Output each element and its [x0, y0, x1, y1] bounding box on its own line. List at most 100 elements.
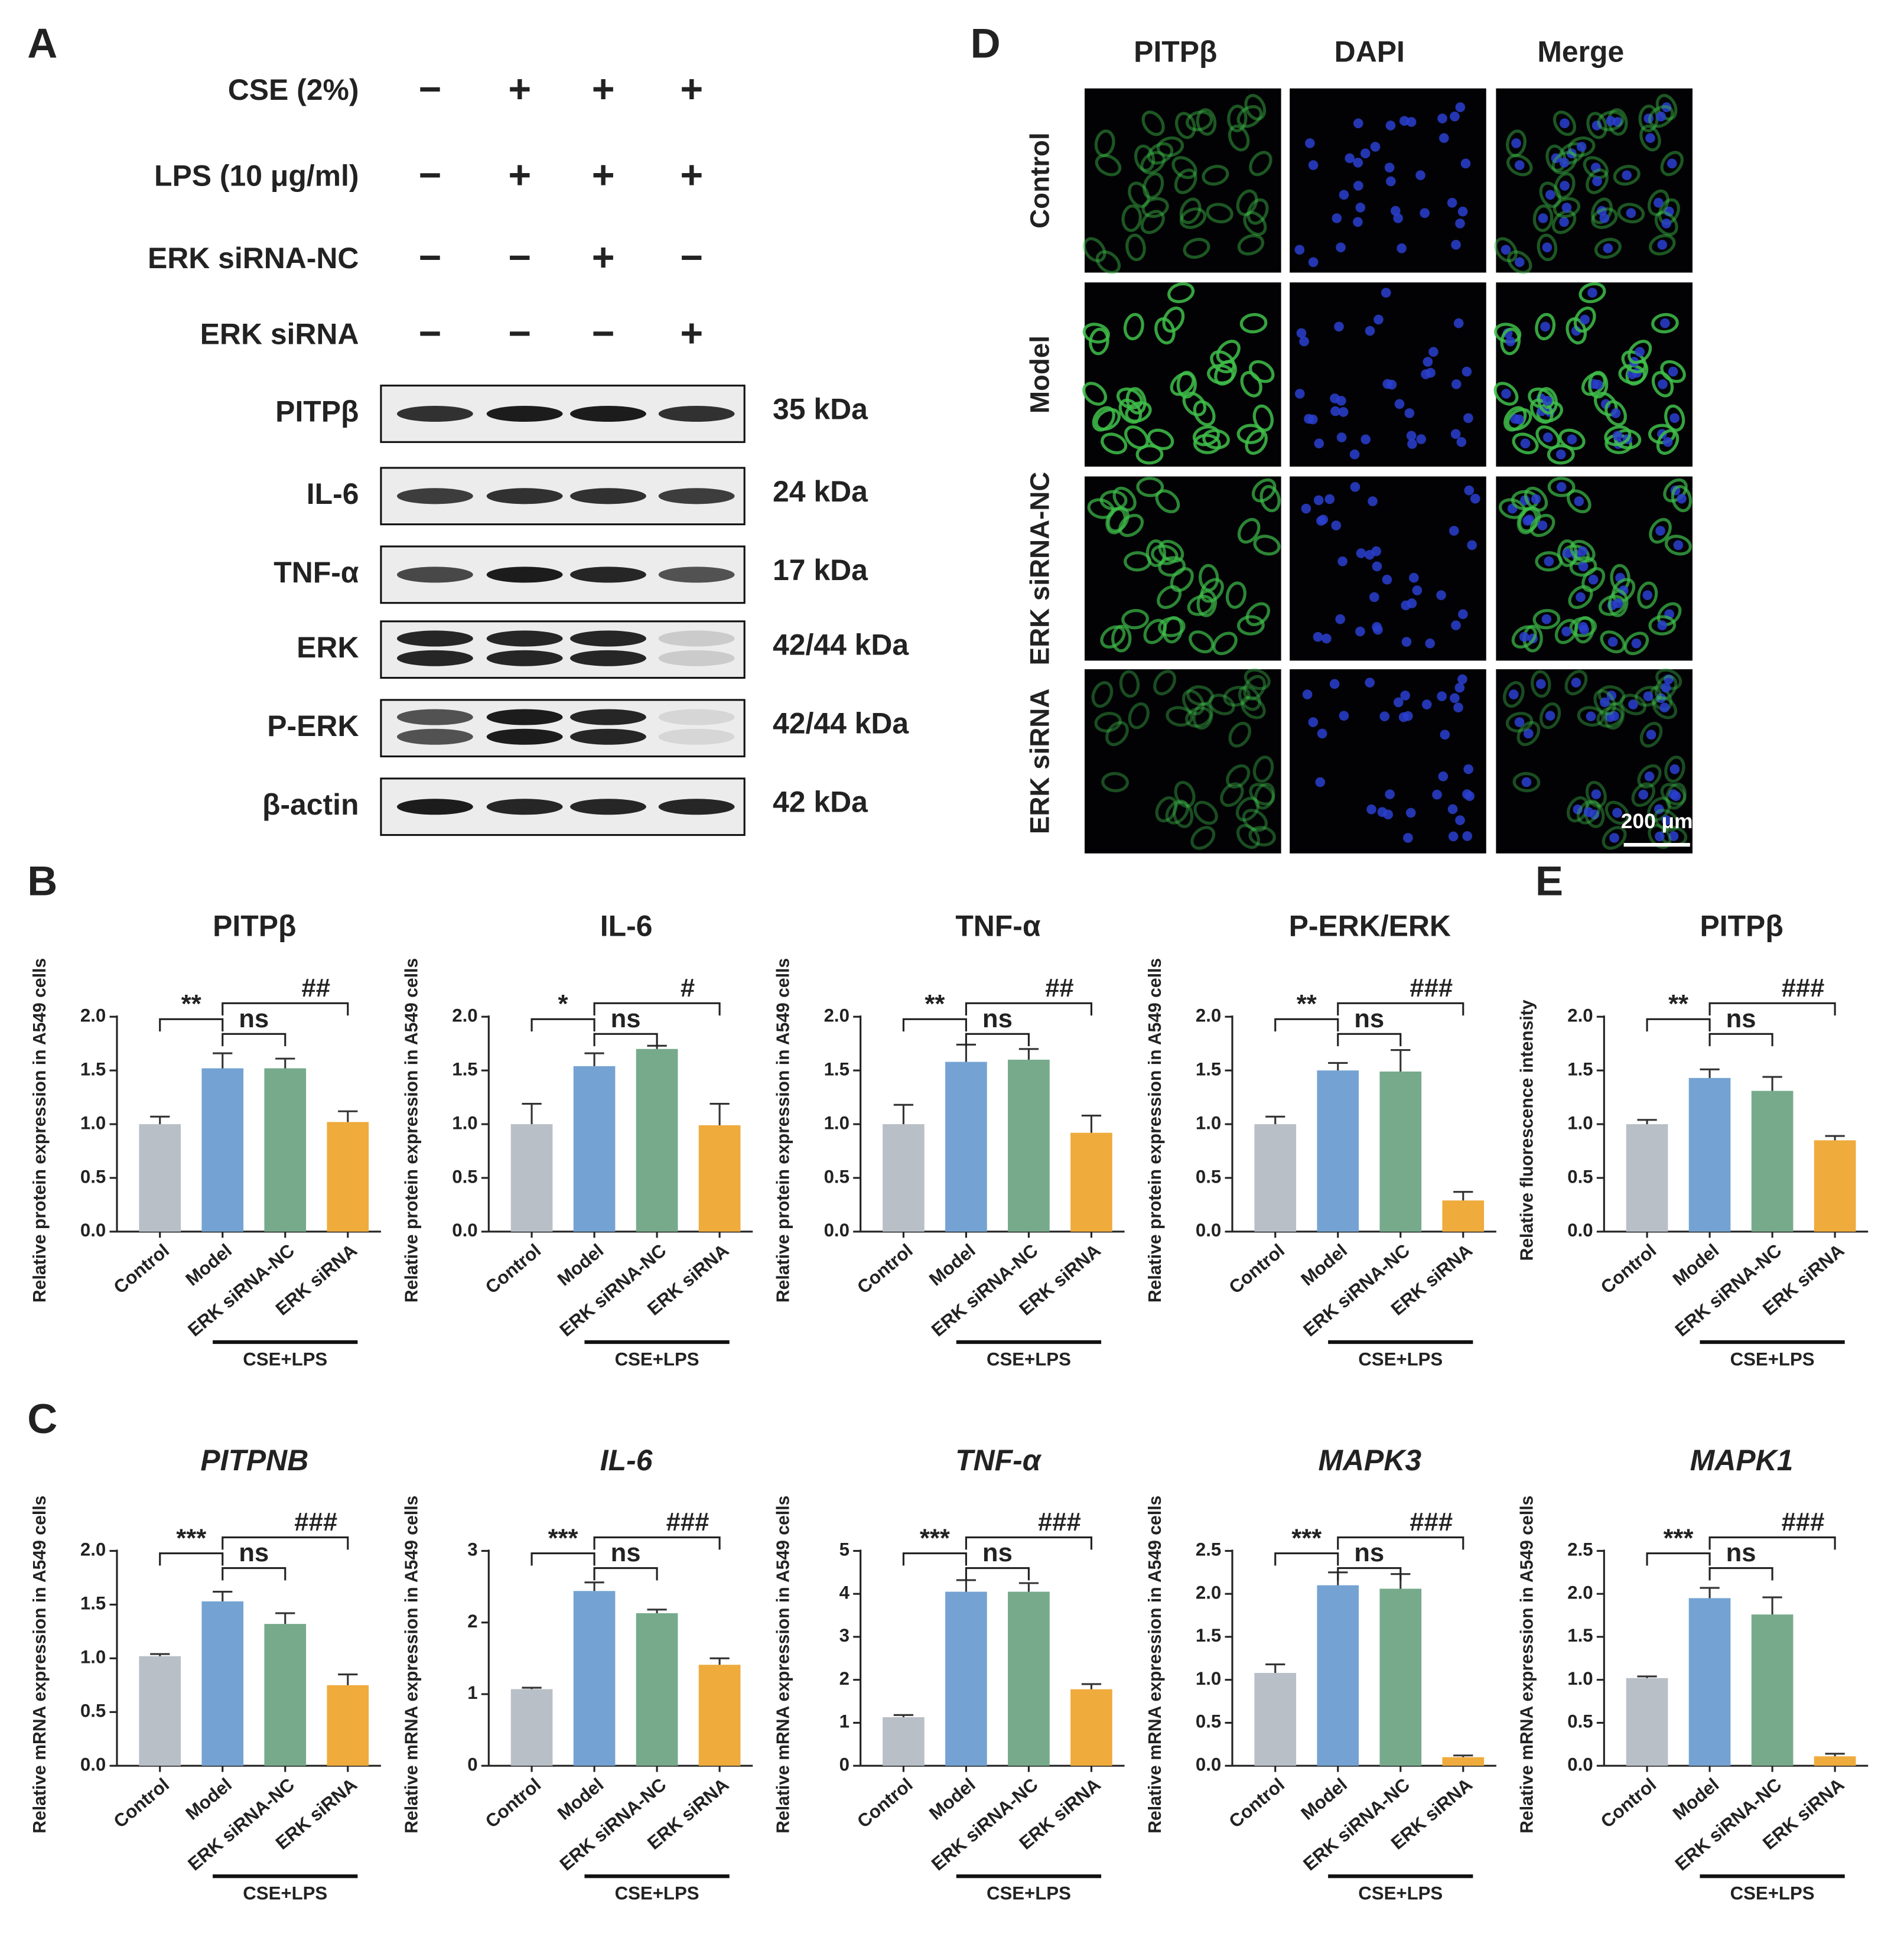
cell-nucleus [1305, 138, 1315, 148]
cell-nucleus [1606, 691, 1617, 701]
blot-band [396, 650, 473, 666]
cell-cytoplasm [1244, 94, 1267, 121]
cell-cytoplasm [1637, 764, 1662, 789]
y-tick-label: 1.5 [824, 1059, 850, 1079]
cell-nucleus [1600, 697, 1610, 708]
cell-cytoplasm [1639, 721, 1663, 748]
cell-nucleus [1559, 158, 1570, 168]
x-tick-label: ERK siRNA-NC [556, 1774, 671, 1874]
y-tick-label: 1.5 [80, 1059, 106, 1079]
cell-cytoplasm [1136, 477, 1164, 497]
x-tick-label: Control [853, 1774, 916, 1832]
treatment-label: CSE (2%) [228, 73, 359, 106]
cell-nucleus [1329, 679, 1340, 689]
cell-nucleus [1425, 638, 1436, 649]
cell-nucleus [1541, 614, 1552, 624]
cell-cytoplasm [1143, 172, 1164, 200]
significance-label: ns [1726, 1004, 1756, 1033]
bar [1751, 1090, 1794, 1232]
chart-title: TNF-α [955, 1444, 1042, 1477]
bar [327, 1685, 369, 1766]
cell-nucleus [1610, 408, 1621, 418]
cell-nucleus [1609, 833, 1619, 843]
cell-nucleus [1400, 691, 1410, 701]
cell-nucleus [1336, 432, 1347, 442]
y-tick-label: 0 [839, 1754, 850, 1775]
blot-band [570, 709, 646, 725]
cell-nucleus [1661, 218, 1672, 229]
cell-nucleus [1294, 389, 1305, 399]
bar [1379, 1071, 1422, 1232]
treatment-sign: + [508, 67, 531, 111]
cell-nucleus [1316, 516, 1326, 526]
cell-cytoplasm [1119, 670, 1140, 698]
cell-nucleus [1317, 728, 1327, 739]
error-bar [1453, 1191, 1473, 1201]
error-bar [1328, 1062, 1348, 1071]
cell-nucleus [1544, 556, 1554, 566]
y-axis-label: Relative mRNA expression in A549 cells [1517, 1496, 1537, 1834]
cell-cytoplasm [1162, 306, 1185, 333]
cell-cytoplasm [1116, 388, 1143, 409]
blot-band [396, 406, 473, 422]
cell-cytoplasm [1649, 517, 1672, 544]
significance-label: * [558, 989, 568, 1018]
cell-cytoplasm [1171, 156, 1197, 180]
cell-cytoplasm [1576, 799, 1601, 825]
cell-nucleus [1407, 598, 1417, 608]
cell-nucleus [1661, 682, 1671, 693]
y-axis-label: Relative protein expression in A549 cell… [1145, 958, 1165, 1303]
blot-band [396, 709, 473, 725]
cell-nucleus [1448, 831, 1459, 842]
cell-cytoplasm [1506, 129, 1527, 157]
cell-cytoplasm [1236, 189, 1258, 216]
cell-nucleus [1464, 485, 1475, 496]
cell-nucleus [1574, 496, 1584, 506]
y-tick-label: 0.5 [1196, 1166, 1221, 1187]
cell-nucleus [1436, 590, 1446, 600]
cell-cytoplasm [1554, 172, 1576, 200]
cell-cytoplasm [1564, 669, 1588, 696]
cell-nucleus [1457, 206, 1468, 217]
panel-label: C [27, 1395, 57, 1442]
cell-nucleus [1371, 546, 1382, 556]
cell-cytoplasm [1095, 408, 1121, 431]
chart-title: IL-6 [600, 910, 653, 943]
treatment-sign: + [680, 154, 703, 197]
significance-bracket [222, 1002, 349, 1016]
cell-nucleus [1447, 197, 1457, 208]
y-tick-label: 0.5 [452, 1166, 477, 1187]
error-bar [956, 1579, 977, 1592]
cell-cytoplasm [1637, 581, 1658, 609]
cell-nucleus [1365, 325, 1375, 336]
bar [1688, 1598, 1731, 1766]
blot-band [396, 728, 473, 745]
cell-nucleus [1296, 328, 1307, 338]
cell-cytoplasm [1236, 105, 1263, 128]
error-bar [1391, 1049, 1411, 1072]
bar [1442, 1757, 1485, 1766]
cell-cytoplasm [1145, 539, 1166, 567]
cell-cytoplasm [1166, 706, 1193, 727]
cell-cytoplasm [1591, 207, 1618, 229]
cell-nucleus [1335, 614, 1345, 624]
cell-nucleus [1460, 158, 1471, 169]
micrograph [1290, 476, 1486, 661]
cell-nucleus [1664, 674, 1674, 685]
cell-nucleus [1545, 711, 1555, 721]
cell-nucleus [1537, 406, 1547, 416]
significance-bracket [1337, 1567, 1402, 1581]
y-tick-label: 0.0 [1196, 1220, 1221, 1241]
cell-nucleus [1450, 693, 1460, 704]
blot-band [396, 630, 473, 647]
cell-cytoplasm [1183, 237, 1210, 259]
cell-nucleus [1583, 807, 1594, 817]
cell-cytoplasm [1105, 721, 1129, 747]
cell-nucleus [1377, 807, 1388, 817]
significance-label: ** [1668, 989, 1688, 1018]
bar [1688, 1077, 1731, 1232]
cell-nucleus [1385, 176, 1396, 187]
cell-cytoplasm [1193, 434, 1221, 454]
error-bar [1081, 1114, 1102, 1133]
error-bar [584, 1581, 604, 1591]
